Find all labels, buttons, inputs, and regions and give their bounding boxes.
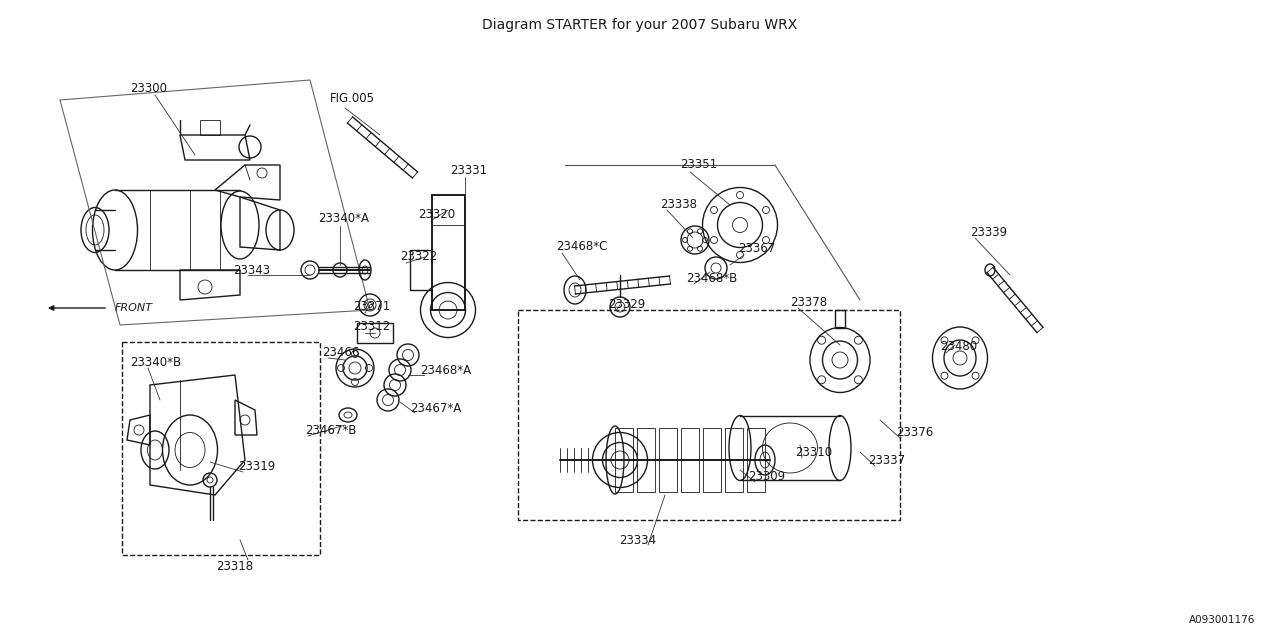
Bar — [122, 342, 320, 555]
Text: A093001176: A093001176 — [1189, 615, 1254, 625]
Text: 23376: 23376 — [896, 426, 933, 438]
Text: 23309: 23309 — [748, 470, 785, 483]
Bar — [518, 310, 900, 520]
Text: 23331: 23331 — [451, 163, 488, 177]
Text: 23319: 23319 — [238, 461, 275, 474]
Text: 23371: 23371 — [353, 300, 390, 312]
Text: FRONT: FRONT — [115, 303, 154, 313]
Text: 23468*B: 23468*B — [686, 271, 737, 285]
Text: 23367: 23367 — [739, 241, 776, 255]
Text: 23338: 23338 — [660, 198, 698, 211]
Text: FIG.005: FIG.005 — [330, 92, 375, 104]
Text: 23468*A: 23468*A — [420, 364, 471, 376]
Text: 23300: 23300 — [131, 81, 166, 95]
Text: 23351: 23351 — [680, 159, 717, 172]
Text: 23378: 23378 — [790, 296, 827, 308]
Text: 23329: 23329 — [608, 298, 645, 312]
Text: 23480: 23480 — [940, 340, 977, 353]
Bar — [433, 195, 465, 310]
Text: 23467*A: 23467*A — [410, 401, 461, 415]
Text: 23340*B: 23340*B — [131, 355, 182, 369]
Text: 23466: 23466 — [323, 346, 360, 360]
Text: 23320: 23320 — [419, 209, 456, 221]
Text: 23322: 23322 — [399, 250, 438, 264]
Text: 23467*B: 23467*B — [305, 424, 356, 436]
Text: 23310: 23310 — [795, 445, 832, 458]
Text: 23318: 23318 — [216, 561, 253, 573]
Text: 23339: 23339 — [970, 225, 1007, 239]
Text: 23340*A: 23340*A — [317, 211, 369, 225]
Text: 23343: 23343 — [233, 264, 270, 276]
Text: 23468*C: 23468*C — [556, 241, 608, 253]
Text: 23337: 23337 — [868, 454, 905, 467]
Text: Diagram STARTER for your 2007 Subaru WRX: Diagram STARTER for your 2007 Subaru WRX — [483, 18, 797, 32]
Text: 23334: 23334 — [620, 534, 657, 547]
Text: 23312: 23312 — [353, 321, 390, 333]
